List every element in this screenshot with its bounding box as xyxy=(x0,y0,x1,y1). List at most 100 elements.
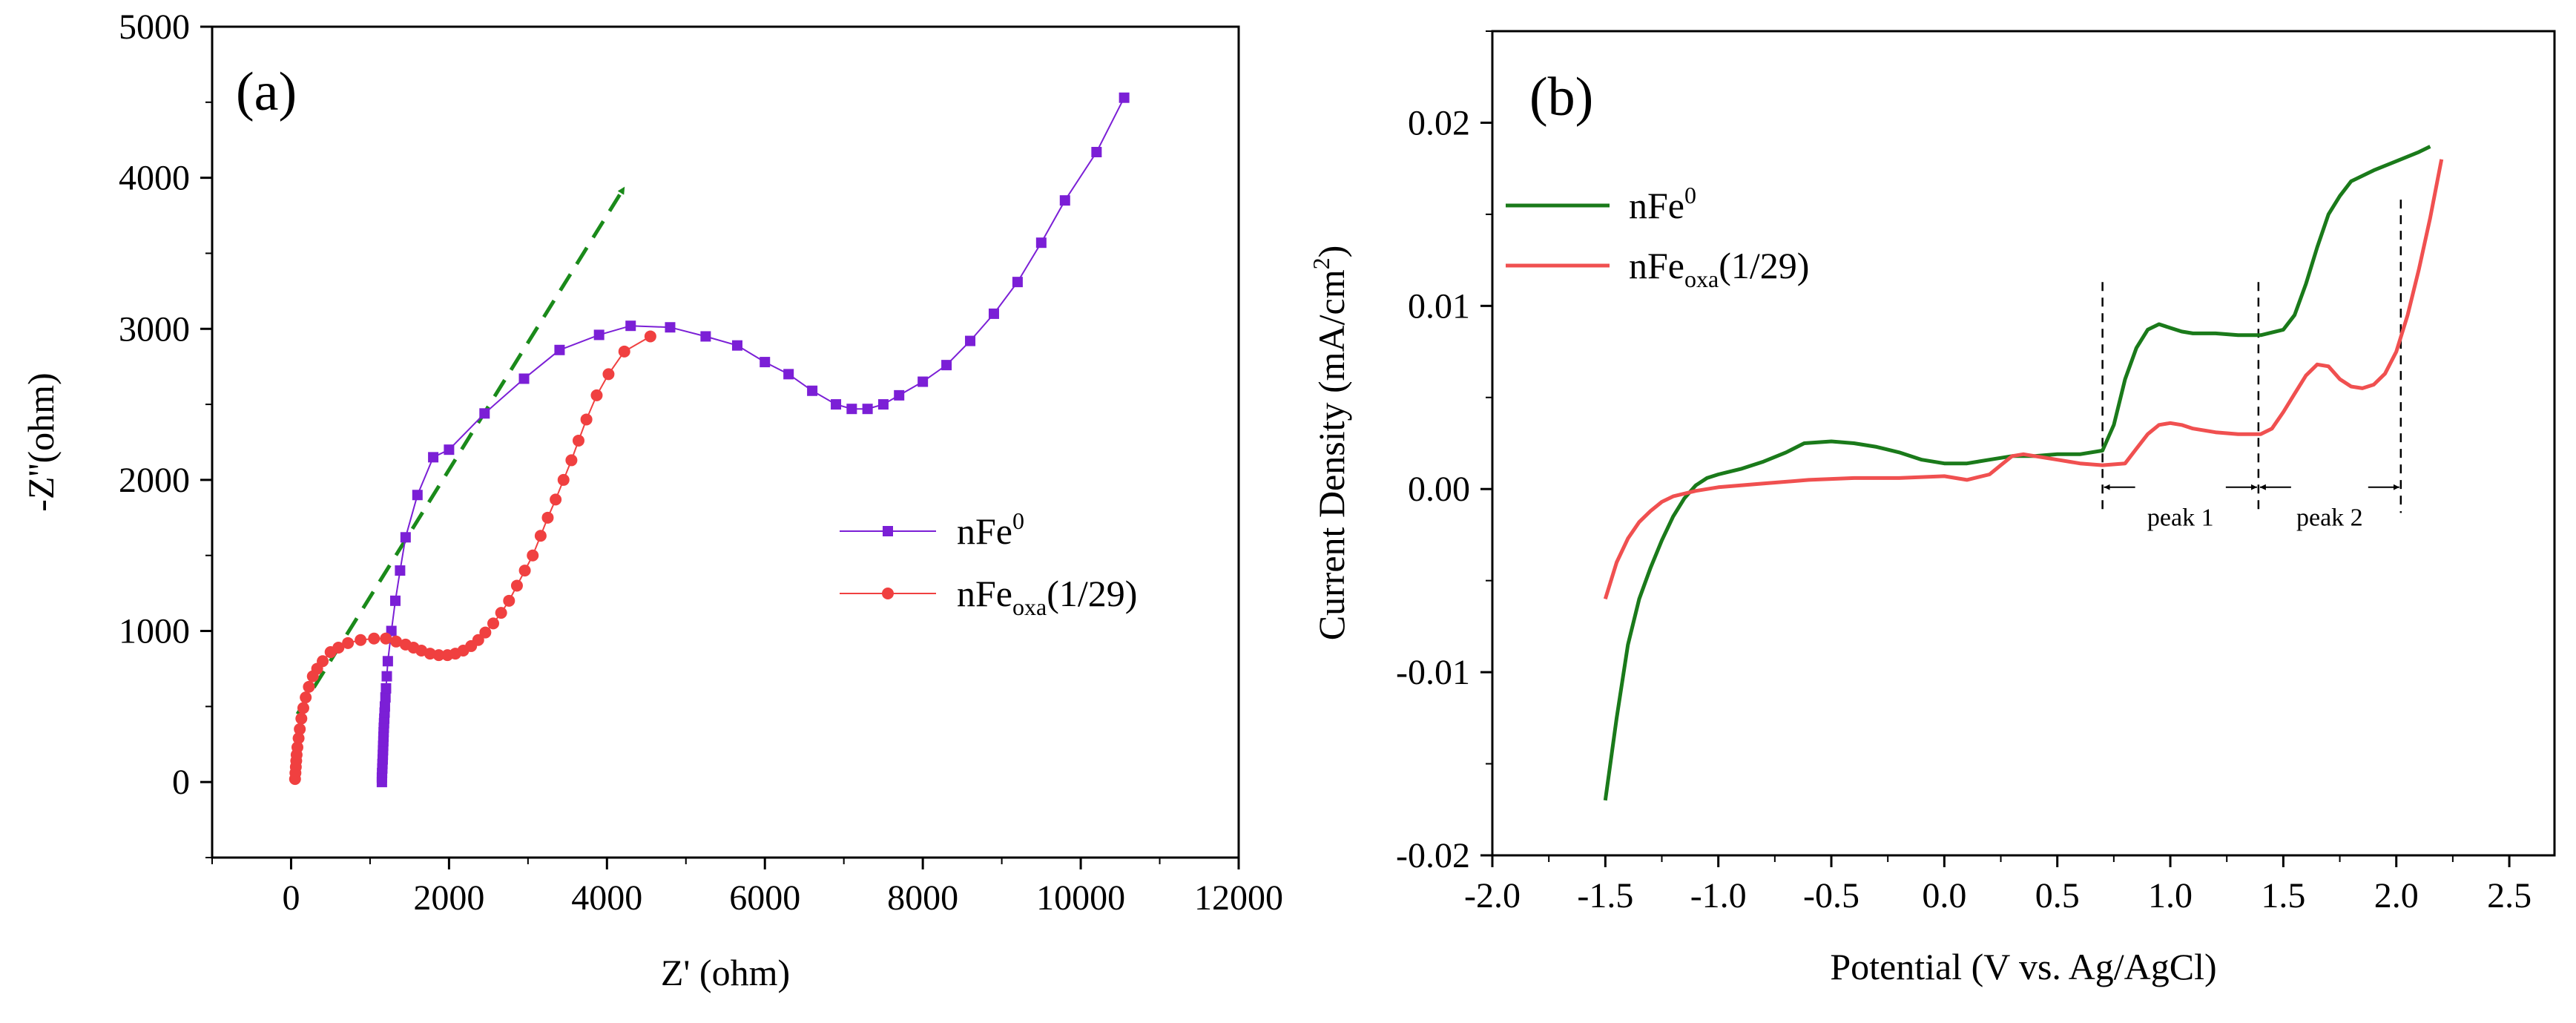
data-point-nFe0 xyxy=(877,399,889,410)
legend-sup: 0 xyxy=(1012,507,1024,534)
x-tick-label-a: 12000 xyxy=(1194,878,1283,918)
x-tick-label-a: 2000 xyxy=(413,878,484,918)
data-point-nFeoxa xyxy=(317,655,329,668)
data-point-nFe0 xyxy=(918,376,929,387)
series-group-a xyxy=(289,92,1130,788)
data-point-nFeoxa xyxy=(368,632,381,645)
legend-base: nFe xyxy=(957,573,1012,614)
data-point-nFe0 xyxy=(731,340,742,351)
y-label-base: Current Density (mA/cm xyxy=(1311,269,1352,640)
legend-label-a-1: nFeoxa(1/29) xyxy=(957,573,1137,620)
data-point-nFeoxa xyxy=(380,632,392,645)
data-point-nFe0 xyxy=(479,408,490,419)
legend-sup: 0 xyxy=(1684,182,1696,208)
x-tick-label-b: 1.5 xyxy=(2261,876,2305,915)
data-point-nFe0 xyxy=(444,444,455,455)
data-point-nFe0 xyxy=(965,335,976,346)
data-point-nFeoxa xyxy=(518,565,531,577)
data-point-nFeoxa xyxy=(342,637,355,649)
trend-arrow-line xyxy=(295,186,625,715)
axis-ticks-b: -2.0 -1.5 -1.0 -0.5 0.0 0.5 1.0 1.5 2.0 2.5 -0.02 -… xyxy=(1396,30,2531,915)
data-point-nFe0 xyxy=(382,656,393,667)
data-point-nFe0 xyxy=(1091,147,1102,158)
panel-label-b: (b) xyxy=(1529,67,1593,128)
data-point-nFeoxa xyxy=(550,493,562,506)
legend-sub: oxa xyxy=(1012,593,1047,620)
data-point-nFeoxa xyxy=(618,345,630,358)
y-tick-label-a: 4000 xyxy=(119,159,190,198)
legend-marker-a xyxy=(883,526,893,536)
series-group-b xyxy=(1603,145,2444,801)
data-point-nFe0 xyxy=(1119,92,1130,103)
data-point-nFeoxa xyxy=(602,368,615,381)
data-point-nFe0 xyxy=(665,322,676,333)
data-point-nFeoxa xyxy=(572,434,584,447)
data-point-nFe0 xyxy=(380,692,391,703)
data-point-nFeoxa xyxy=(295,712,308,725)
legend-base: nFe xyxy=(1629,245,1684,286)
x-tick-label-b: -1.5 xyxy=(1577,876,1633,915)
chart-panel-b: -2.0 -1.5 -1.0 -0.5 0.0 0.5 1.0 1.5 2.0 2.5 -0.02 -… xyxy=(1308,30,2556,987)
legend-marker-a xyxy=(882,588,894,599)
data-point-nFeoxa xyxy=(580,413,593,426)
data-point-nFe0 xyxy=(1059,195,1070,206)
data-point-nFeoxa xyxy=(644,330,656,343)
data-point-nFeoxa xyxy=(297,702,309,714)
x-tick-label-a: 4000 xyxy=(571,878,642,918)
data-point-nFeoxa xyxy=(487,617,500,630)
data-point-nFeoxa xyxy=(294,723,306,735)
data-point-nFe0 xyxy=(381,682,392,694)
y-label-tail: ) xyxy=(1311,246,1352,258)
data-point-nFeoxa xyxy=(534,530,547,542)
data-point-nFe0 xyxy=(1035,237,1047,249)
data-point-nFe0 xyxy=(894,389,905,401)
legend-label-b-0: nFe0 xyxy=(1629,182,1696,226)
x-tick-label-b: 0.5 xyxy=(2035,876,2080,915)
y-tick-label-b: 0.01 xyxy=(1408,286,1470,326)
data-point-nFe0 xyxy=(988,308,999,319)
plot-frame-b xyxy=(1491,30,2556,857)
data-point-nFeoxa xyxy=(332,641,345,654)
panel-label-a: (a) xyxy=(236,62,297,122)
x-tick-label-b: 1.0 xyxy=(2148,876,2193,915)
data-point-nFeoxa xyxy=(590,389,603,401)
data-point-nFeoxa xyxy=(390,635,403,648)
data-point-nFe0 xyxy=(846,404,857,415)
legend-tail: (1/29) xyxy=(1047,573,1137,614)
data-point-nFeoxa xyxy=(300,691,312,704)
data-point-nFe0 xyxy=(518,373,530,384)
data-point-nFe0 xyxy=(554,344,565,355)
data-point-nFe0 xyxy=(625,320,636,332)
data-point-nFeoxa xyxy=(557,473,570,486)
legend-base: nFe xyxy=(1629,185,1684,226)
series-line-b-0 xyxy=(1603,145,2431,801)
data-point-nFe0 xyxy=(760,357,771,368)
data-point-nFe0 xyxy=(593,329,605,341)
data-point-nFeoxa xyxy=(495,607,507,619)
y-axis-label-b: Current Density (mA/cm2) xyxy=(1308,246,1352,641)
data-point-nFeoxa xyxy=(527,549,539,562)
data-point-nFe0 xyxy=(428,452,439,463)
trend-arrow xyxy=(295,186,625,715)
series-line-a-1 xyxy=(294,335,651,780)
legend-tail: (1/29) xyxy=(1719,245,1809,286)
x-tick-label-b: 2.5 xyxy=(2487,876,2531,915)
x-tick-label-b: -1.0 xyxy=(1690,876,1747,915)
x-tick-label-b: -0.5 xyxy=(1803,876,1859,915)
data-point-nFeoxa xyxy=(432,649,445,662)
legend-base: nFe xyxy=(957,510,1012,552)
data-point-nFe0 xyxy=(862,404,873,415)
data-point-nFeoxa xyxy=(565,454,578,467)
x-tick-label-b: -2.0 xyxy=(1464,876,1521,915)
series-line-a-0 xyxy=(381,97,1125,783)
data-point-nFeoxa xyxy=(355,634,367,646)
y-tick-label-a: 2000 xyxy=(119,461,190,500)
peak-annotations: peak 1 peak 2 xyxy=(2101,200,2402,532)
data-point-nFeoxa xyxy=(510,579,523,592)
y-tick-label-a: 1000 xyxy=(119,612,190,651)
x-tick-label-b: 2.0 xyxy=(2374,876,2419,915)
x-tick-label-b: 0.0 xyxy=(1922,876,1966,915)
y-tick-label-a: 3000 xyxy=(119,309,190,349)
